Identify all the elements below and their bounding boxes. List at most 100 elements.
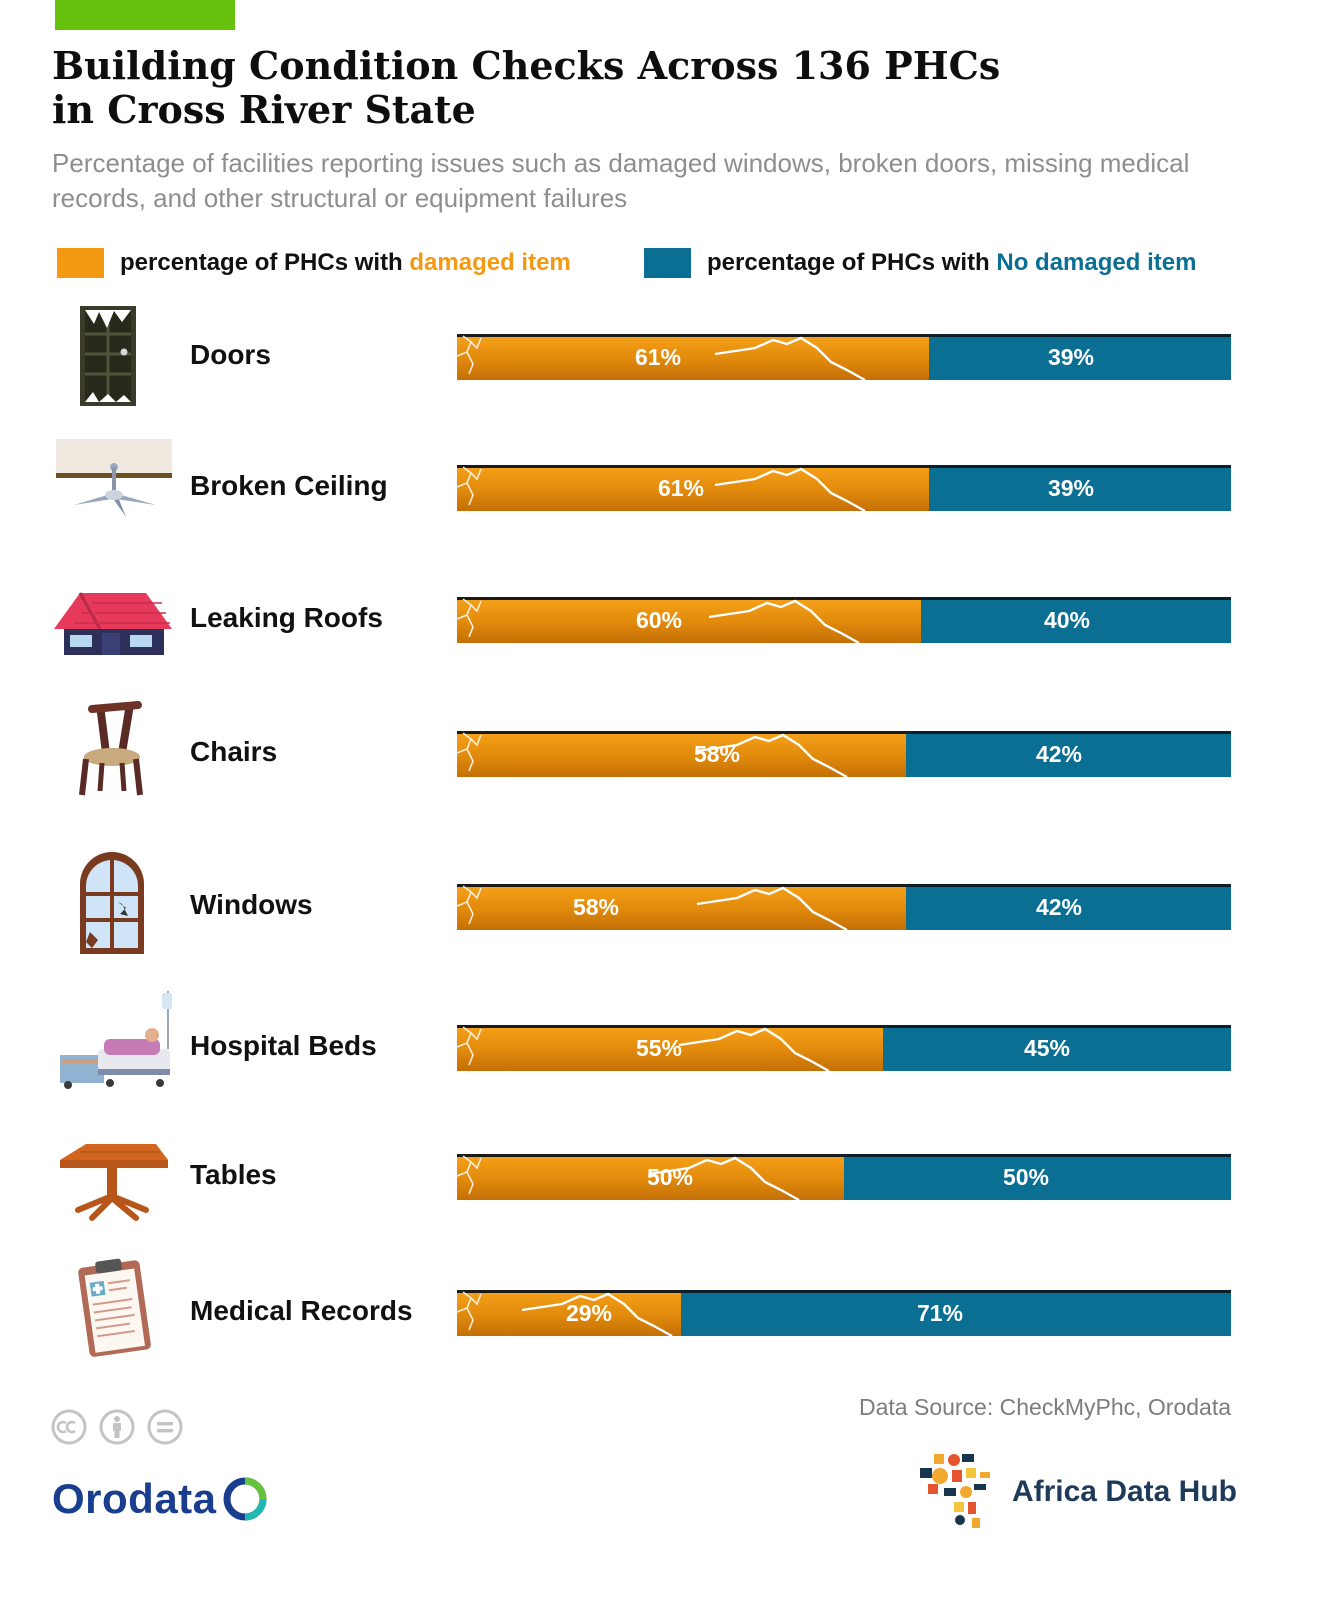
africa-data-hub-wordmark: Africa Data Hub <box>1011 1475 1237 1508</box>
chart-row: Chairs 58% 42% <box>0 701 1317 796</box>
category-label: Doors <box>190 339 271 370</box>
legend-no-damage-prefix: percentage of PHCs with <box>707 249 997 276</box>
damaged-value-label: 58% <box>572 894 620 920</box>
no-damage-value-label: 42% <box>1035 741 1083 767</box>
no-damage-bar <box>929 465 1231 511</box>
no-damage-value-label: 39% <box>1047 475 1095 501</box>
crack-texture <box>457 1026 830 1071</box>
damaged-bar <box>457 1025 883 1071</box>
africa-data-hub-logo: Africa Data Hub <box>914 1450 1237 1534</box>
bar-track: 50% 50% <box>457 1154 1231 1200</box>
category-label: Chairs <box>190 736 278 767</box>
damaged-value-label: 60% <box>635 607 683 633</box>
damaged-bar <box>457 465 929 511</box>
window-icon <box>52 844 176 964</box>
no-damage-value-label: 39% <box>1047 344 1095 370</box>
damaged-value-label: 55% <box>635 1035 683 1061</box>
no-damage-bar <box>906 884 1231 930</box>
bar-track: 58% 42% <box>457 731 1231 777</box>
category-label: Hospital Beds <box>190 1030 377 1061</box>
no-damage-value-label: 45% <box>1023 1035 1071 1061</box>
door-icon <box>52 294 176 414</box>
roof-house-icon <box>52 557 176 677</box>
no-damage-bar <box>921 597 1231 643</box>
category-label: Medical Records <box>190 1295 413 1326</box>
chart-row: Leaking Roofs 60% 40% <box>0 592 1317 655</box>
legend: percentage of PHCs with damaged item per… <box>0 248 1317 288</box>
crack-texture <box>457 1155 800 1200</box>
chart-row: Medical Records 29% 71% <box>0 1258 1317 1357</box>
table-icon <box>52 1114 176 1234</box>
chart-subtitle: Percentage of facilities reporting issue… <box>52 148 1190 213</box>
no-damage-bar <box>883 1025 1231 1071</box>
category-label: Broken Ceiling <box>190 470 388 501</box>
no-damage-bar <box>681 1290 1231 1336</box>
title-line-1: Building Condition Checks Across 136 PHC… <box>52 43 1001 88</box>
orodata-logo: Orodata <box>52 1474 275 1524</box>
legend-swatch-damaged <box>57 248 104 278</box>
no-damage-bar <box>906 731 1231 777</box>
no-damage-value-label: 71% <box>916 1300 964 1326</box>
legend-damaged-emphasis: damaged item <box>409 249 571 276</box>
crack-texture <box>457 335 866 380</box>
top-accent-bar <box>55 0 235 30</box>
damaged-value-label: 61% <box>657 475 705 501</box>
category-label: Windows <box>190 889 313 920</box>
damaged-bar <box>457 1154 844 1200</box>
damaged-bar <box>457 884 906 930</box>
cc-nd-icon <box>147 1409 183 1445</box>
legend-damaged-prefix: percentage of PHCs with <box>120 249 410 276</box>
bar-track: 29% 71% <box>457 1290 1231 1336</box>
bar-track: 60% 40% <box>457 597 1231 643</box>
cc-by-icon <box>99 1409 135 1445</box>
title-line-2: in Cross River State <box>52 87 476 132</box>
crack-texture <box>457 1291 673 1336</box>
damaged-bar <box>457 334 929 380</box>
chart-title: Building Condition Checks Across 136 PHC… <box>52 44 1152 132</box>
category-label: Leaking Roofs <box>190 602 383 633</box>
crack-texture <box>457 598 860 643</box>
orodata-ring-icon <box>223 1477 267 1521</box>
damaged-bar <box>457 731 906 777</box>
damaged-value-label: 58% <box>693 741 741 767</box>
chart-row: Windows 58% 42% <box>0 852 1317 954</box>
bar-track: 58% 42% <box>457 884 1231 930</box>
chart-row: Broken Ceiling 61% 39% <box>0 439 1317 517</box>
legend-label-no-damage: percentage of PHCs with No damaged item <box>707 249 1196 277</box>
chart-rows: Doors 61% 39% Broken Ceiling 61% 39% Leaking R… <box>0 306 1317 1357</box>
chart-row: Doors 61% 39% <box>0 306 1317 406</box>
no-damage-bar <box>929 334 1231 380</box>
legend-item-no-damage: percentage of PHCs with No damaged item <box>644 248 1196 278</box>
legend-item-damaged: percentage of PHCs with damaged item <box>57 248 571 278</box>
no-damage-value-label: 42% <box>1035 894 1083 920</box>
chart-row: Tables 50% 50% <box>0 1144 1317 1221</box>
legend-label-damaged: percentage of PHCs with damaged item <box>120 249 571 277</box>
no-damage-bar <box>844 1154 1231 1200</box>
clipboard-icon <box>52 1250 176 1370</box>
damaged-bar <box>457 1290 681 1336</box>
legend-no-damage-emphasis: No damaged item <box>996 249 1197 276</box>
bar-track: 61% 39% <box>457 465 1231 511</box>
africa-map-icon <box>919 1454 990 1528</box>
bar-track: 61% 39% <box>457 334 1231 380</box>
crack-texture <box>457 732 848 777</box>
cc-icon <box>51 1409 87 1445</box>
orodata-wordmark: Orodata <box>52 1475 217 1522</box>
damaged-value-label: 50% <box>646 1164 694 1190</box>
chart-row: Hospital Beds 55% 45% <box>0 991 1317 1089</box>
license-icons <box>50 1408 184 1446</box>
damaged-value-label: 61% <box>634 344 682 370</box>
damaged-value-label: 29% <box>565 1300 613 1326</box>
chair-icon <box>52 691 176 811</box>
category-label: Tables <box>190 1159 277 1190</box>
crack-texture <box>457 466 866 511</box>
no-damage-value-label: 50% <box>1002 1164 1050 1190</box>
hospital-bed-icon <box>52 985 176 1105</box>
legend-swatch-no-damage <box>644 248 691 278</box>
no-damage-value-label: 40% <box>1043 607 1091 633</box>
bar-track: 55% 45% <box>457 1025 1231 1071</box>
damaged-bar <box>457 597 921 643</box>
crack-texture <box>457 885 848 930</box>
data-source: Data Source: CheckMyPhc, Orodata <box>859 1394 1231 1420</box>
ceiling-fan-icon <box>52 425 176 545</box>
